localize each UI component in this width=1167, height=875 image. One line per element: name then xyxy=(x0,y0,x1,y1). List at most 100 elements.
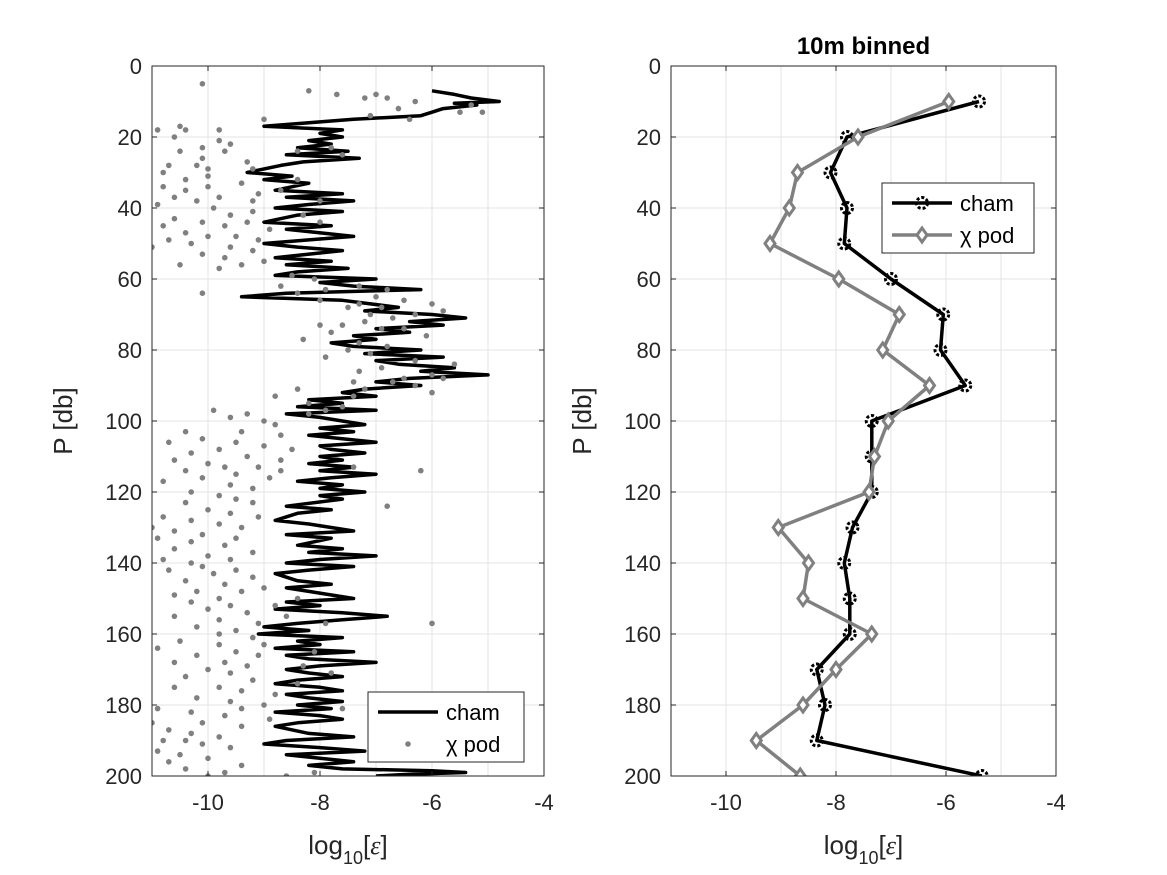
chipod-point xyxy=(238,723,245,730)
chipod-marker xyxy=(831,269,846,289)
chipod-point xyxy=(384,343,391,350)
y-tick-label: 200 xyxy=(105,764,142,789)
chipod-point xyxy=(166,237,172,243)
chipod-point xyxy=(255,514,262,520)
chipod-point xyxy=(322,407,329,414)
chipod-point xyxy=(177,638,183,644)
chipod-point xyxy=(412,98,419,105)
chipod-point xyxy=(384,286,391,293)
y-tick-label: 20 xyxy=(637,125,661,150)
chipod-point xyxy=(238,705,245,712)
chipod-point xyxy=(317,322,323,328)
chipod-point xyxy=(250,499,256,506)
chipod-point xyxy=(222,223,228,229)
chipod-point xyxy=(154,127,161,133)
cham-marker xyxy=(884,272,898,286)
chipod-point xyxy=(278,283,284,289)
chipod-point xyxy=(362,318,368,325)
chipod-point xyxy=(233,496,239,502)
chipod-point xyxy=(222,542,228,549)
chipod-point xyxy=(362,386,368,392)
right-legend: cham χ pod xyxy=(881,182,1035,254)
chipod-point xyxy=(401,297,407,304)
chipod-point xyxy=(194,198,200,204)
chipod-point xyxy=(266,716,273,722)
chipod-point xyxy=(233,233,239,240)
chipod-point xyxy=(356,301,363,307)
chipod-point xyxy=(222,464,228,470)
chipod-point xyxy=(205,666,211,673)
chipod-point xyxy=(216,521,222,527)
chipod-point xyxy=(244,219,250,225)
chipod-point xyxy=(457,109,463,115)
chipod-point xyxy=(216,492,222,499)
chipod-point xyxy=(166,567,172,573)
chipod-point xyxy=(222,148,228,154)
chipod-point xyxy=(177,148,183,154)
chipod-point xyxy=(188,450,194,456)
chipod-point xyxy=(188,489,194,495)
chipod-marker xyxy=(793,766,808,776)
chipod-point xyxy=(345,347,351,353)
x-tick-label: -10 xyxy=(710,790,742,815)
chipod-point xyxy=(238,524,245,531)
left-ylabel: P [db] xyxy=(48,387,78,454)
y-tick-label: 180 xyxy=(105,693,142,718)
chipod-point xyxy=(177,123,183,130)
chipod-marker xyxy=(922,375,937,396)
chipod-point xyxy=(222,769,228,776)
chipod-point xyxy=(406,116,413,123)
chipod-point xyxy=(188,599,194,605)
chipod-point xyxy=(205,507,211,513)
chipod-point xyxy=(255,191,262,197)
chipod-point xyxy=(227,670,234,676)
chipod-point xyxy=(199,563,206,570)
chipod-point xyxy=(233,627,239,634)
chipod-point xyxy=(154,705,161,712)
x-tick-label: -8 xyxy=(826,790,846,815)
chipod-point xyxy=(194,624,200,630)
chipod-point xyxy=(451,361,458,368)
chipod-point xyxy=(300,663,307,669)
chipod-point xyxy=(177,262,183,268)
cham-marker xyxy=(809,662,824,677)
chipod-point xyxy=(429,620,435,627)
chipod-point xyxy=(171,684,178,691)
cham-line xyxy=(239,89,501,776)
chipod-point xyxy=(171,546,178,552)
chipod-point xyxy=(233,439,239,446)
cham-marker xyxy=(809,733,824,748)
chipod-point xyxy=(205,173,211,179)
chipod-point xyxy=(250,247,256,254)
chipod-binned-line xyxy=(754,99,950,776)
chipod-point xyxy=(238,588,245,595)
chipod-point xyxy=(205,183,211,190)
chipod-point xyxy=(356,340,363,346)
x-tick-label: -10 xyxy=(192,790,224,815)
y-tick-label: 60 xyxy=(637,267,661,292)
right-grid xyxy=(670,65,1057,777)
chipod-point xyxy=(210,407,217,414)
chipod-point xyxy=(272,393,279,400)
chipod-point xyxy=(188,517,194,524)
chipod-point xyxy=(311,276,318,282)
y-tick-label: 100 xyxy=(105,409,142,434)
chipod-point xyxy=(216,194,222,201)
chipod-point xyxy=(160,737,166,744)
chipod-point xyxy=(154,535,161,541)
chipod-point xyxy=(418,467,424,474)
chipod-point xyxy=(188,560,194,566)
chipod-point xyxy=(160,223,166,229)
chipod-point xyxy=(350,379,357,385)
chipod-point xyxy=(440,375,447,382)
chipod-point xyxy=(216,265,222,272)
chipod-point xyxy=(423,333,430,339)
chipod-point xyxy=(244,159,250,165)
chipod-point xyxy=(154,748,161,754)
chipod-point xyxy=(328,670,335,676)
chipod-point xyxy=(339,705,346,712)
chipod-point xyxy=(227,556,234,563)
chipod-point xyxy=(294,148,301,154)
chipod-marker xyxy=(851,127,865,147)
chipod-point xyxy=(160,556,166,563)
